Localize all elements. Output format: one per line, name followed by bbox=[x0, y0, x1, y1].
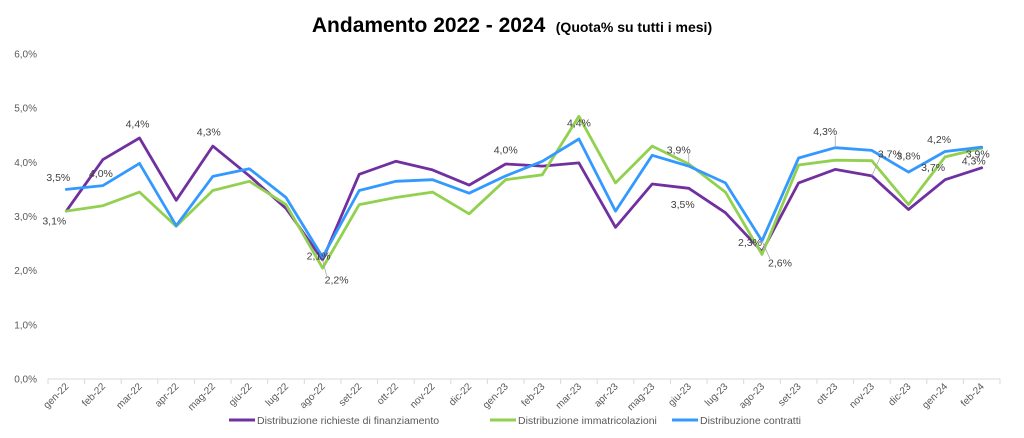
x-tick-label: feb-24 bbox=[959, 381, 987, 409]
data-labels: 3,5% 3,1% 4,0% 4,4% 4,3% 2,1% 2,2% 4,0% 4,4% 3,9%… bbox=[42, 118, 989, 287]
data-label: 3,5% bbox=[671, 199, 695, 211]
x-tick-label: ott-23 bbox=[814, 381, 840, 407]
data-label-leader bbox=[871, 157, 881, 177]
data-label: 3,9% bbox=[966, 148, 990, 160]
data-label-leader bbox=[322, 259, 328, 276]
x-tick-label: ago-23 bbox=[737, 381, 767, 411]
data-label: 4,2% bbox=[927, 134, 951, 146]
data-label-leader bbox=[761, 240, 771, 260]
y-tick-label: 4,0% bbox=[14, 158, 37, 169]
x-tick-label: ago-22 bbox=[298, 381, 328, 411]
series-lines bbox=[64, 114, 984, 270]
series-line bbox=[64, 136, 984, 262]
x-axis: gen-22 feb-22 mar-22 apr-22 mag-22 giu-22 lug-… bbox=[42, 378, 1001, 413]
x-tick-label: nov-22 bbox=[408, 381, 438, 411]
x-tick-label: gen-24 bbox=[920, 381, 950, 411]
legend-entry: Distribuzione immatricolazioni bbox=[518, 415, 657, 427]
chart-title: Andamento 2022 - 2024 (Quota% su tutti i… bbox=[312, 14, 712, 37]
x-tick-label: giu-23 bbox=[666, 381, 694, 409]
y-tick-label: 0,0% bbox=[14, 375, 37, 386]
data-label: 3,8% bbox=[896, 151, 920, 163]
data-label: 3,5% bbox=[46, 172, 70, 184]
data-label: 2,2% bbox=[325, 274, 349, 286]
x-tick-label: mar-23 bbox=[554, 381, 584, 411]
x-tick-label: mag-22 bbox=[186, 381, 218, 413]
data-label: 2,1% bbox=[307, 250, 331, 262]
x-tick-label: gen-23 bbox=[481, 381, 511, 411]
y-tick-label: 6,0% bbox=[14, 50, 37, 61]
x-tick-label: feb-23 bbox=[520, 381, 548, 409]
x-tick-label: dic-22 bbox=[447, 381, 474, 408]
legend-entry: Distribuzione contratti bbox=[700, 415, 801, 427]
x-tick-label: gen-22 bbox=[42, 381, 72, 411]
x-tick-label: dic-23 bbox=[887, 381, 914, 408]
data-label: 4,3% bbox=[962, 156, 986, 168]
legend-entry: Distribuzione richieste di finanziamento bbox=[257, 415, 439, 427]
x-tick-label: giu-22 bbox=[227, 381, 255, 409]
data-label: 4,0% bbox=[494, 144, 518, 156]
data-label: 3,1% bbox=[42, 216, 66, 228]
x-tick-label: lug-23 bbox=[703, 381, 731, 409]
y-axis: 0,0% 1,0% 2,0% 3,0% 4,0% 5,0% 6,0% bbox=[14, 50, 37, 386]
x-tick-label: set-22 bbox=[337, 381, 365, 409]
data-label: 3,7% bbox=[878, 148, 902, 160]
data-label: 3,9% bbox=[667, 144, 691, 156]
x-tick-label: mar-22 bbox=[114, 381, 144, 411]
x-tick-label: mag-23 bbox=[626, 381, 658, 413]
data-label: 4,0% bbox=[89, 168, 113, 180]
data-label: 4,3% bbox=[197, 127, 221, 139]
data-label: 4,4% bbox=[126, 118, 150, 130]
data-label: 4,3% bbox=[813, 126, 837, 138]
chart-title-main: Andamento 2022 - 2024 bbox=[312, 14, 546, 37]
y-tick-label: 3,0% bbox=[14, 212, 37, 223]
y-tick-label: 1,0% bbox=[14, 320, 37, 331]
data-label: 4,4% bbox=[567, 118, 591, 130]
x-tick-label: apr-23 bbox=[592, 381, 621, 410]
chart-subtitle: (Quota% su tutti i mesi) bbox=[556, 19, 712, 35]
x-tick-label: ott-22 bbox=[375, 381, 401, 407]
series-line bbox=[64, 137, 984, 259]
data-label: 2,3% bbox=[738, 237, 762, 249]
series-line bbox=[64, 114, 984, 270]
data-label: 3,7% bbox=[921, 162, 945, 174]
y-tick-label: 2,0% bbox=[14, 266, 37, 277]
x-tick-label: lug-22 bbox=[264, 381, 292, 409]
y-tick-label: 5,0% bbox=[14, 104, 37, 115]
legend: Distribuzione richieste di finanziamento… bbox=[229, 415, 801, 427]
x-tick-label: feb-22 bbox=[80, 381, 108, 409]
data-label: 2,6% bbox=[768, 257, 792, 269]
x-tick-label: nov-23 bbox=[848, 381, 878, 411]
x-tick-label: set-23 bbox=[776, 381, 804, 409]
x-tick-label: apr-22 bbox=[153, 381, 182, 410]
